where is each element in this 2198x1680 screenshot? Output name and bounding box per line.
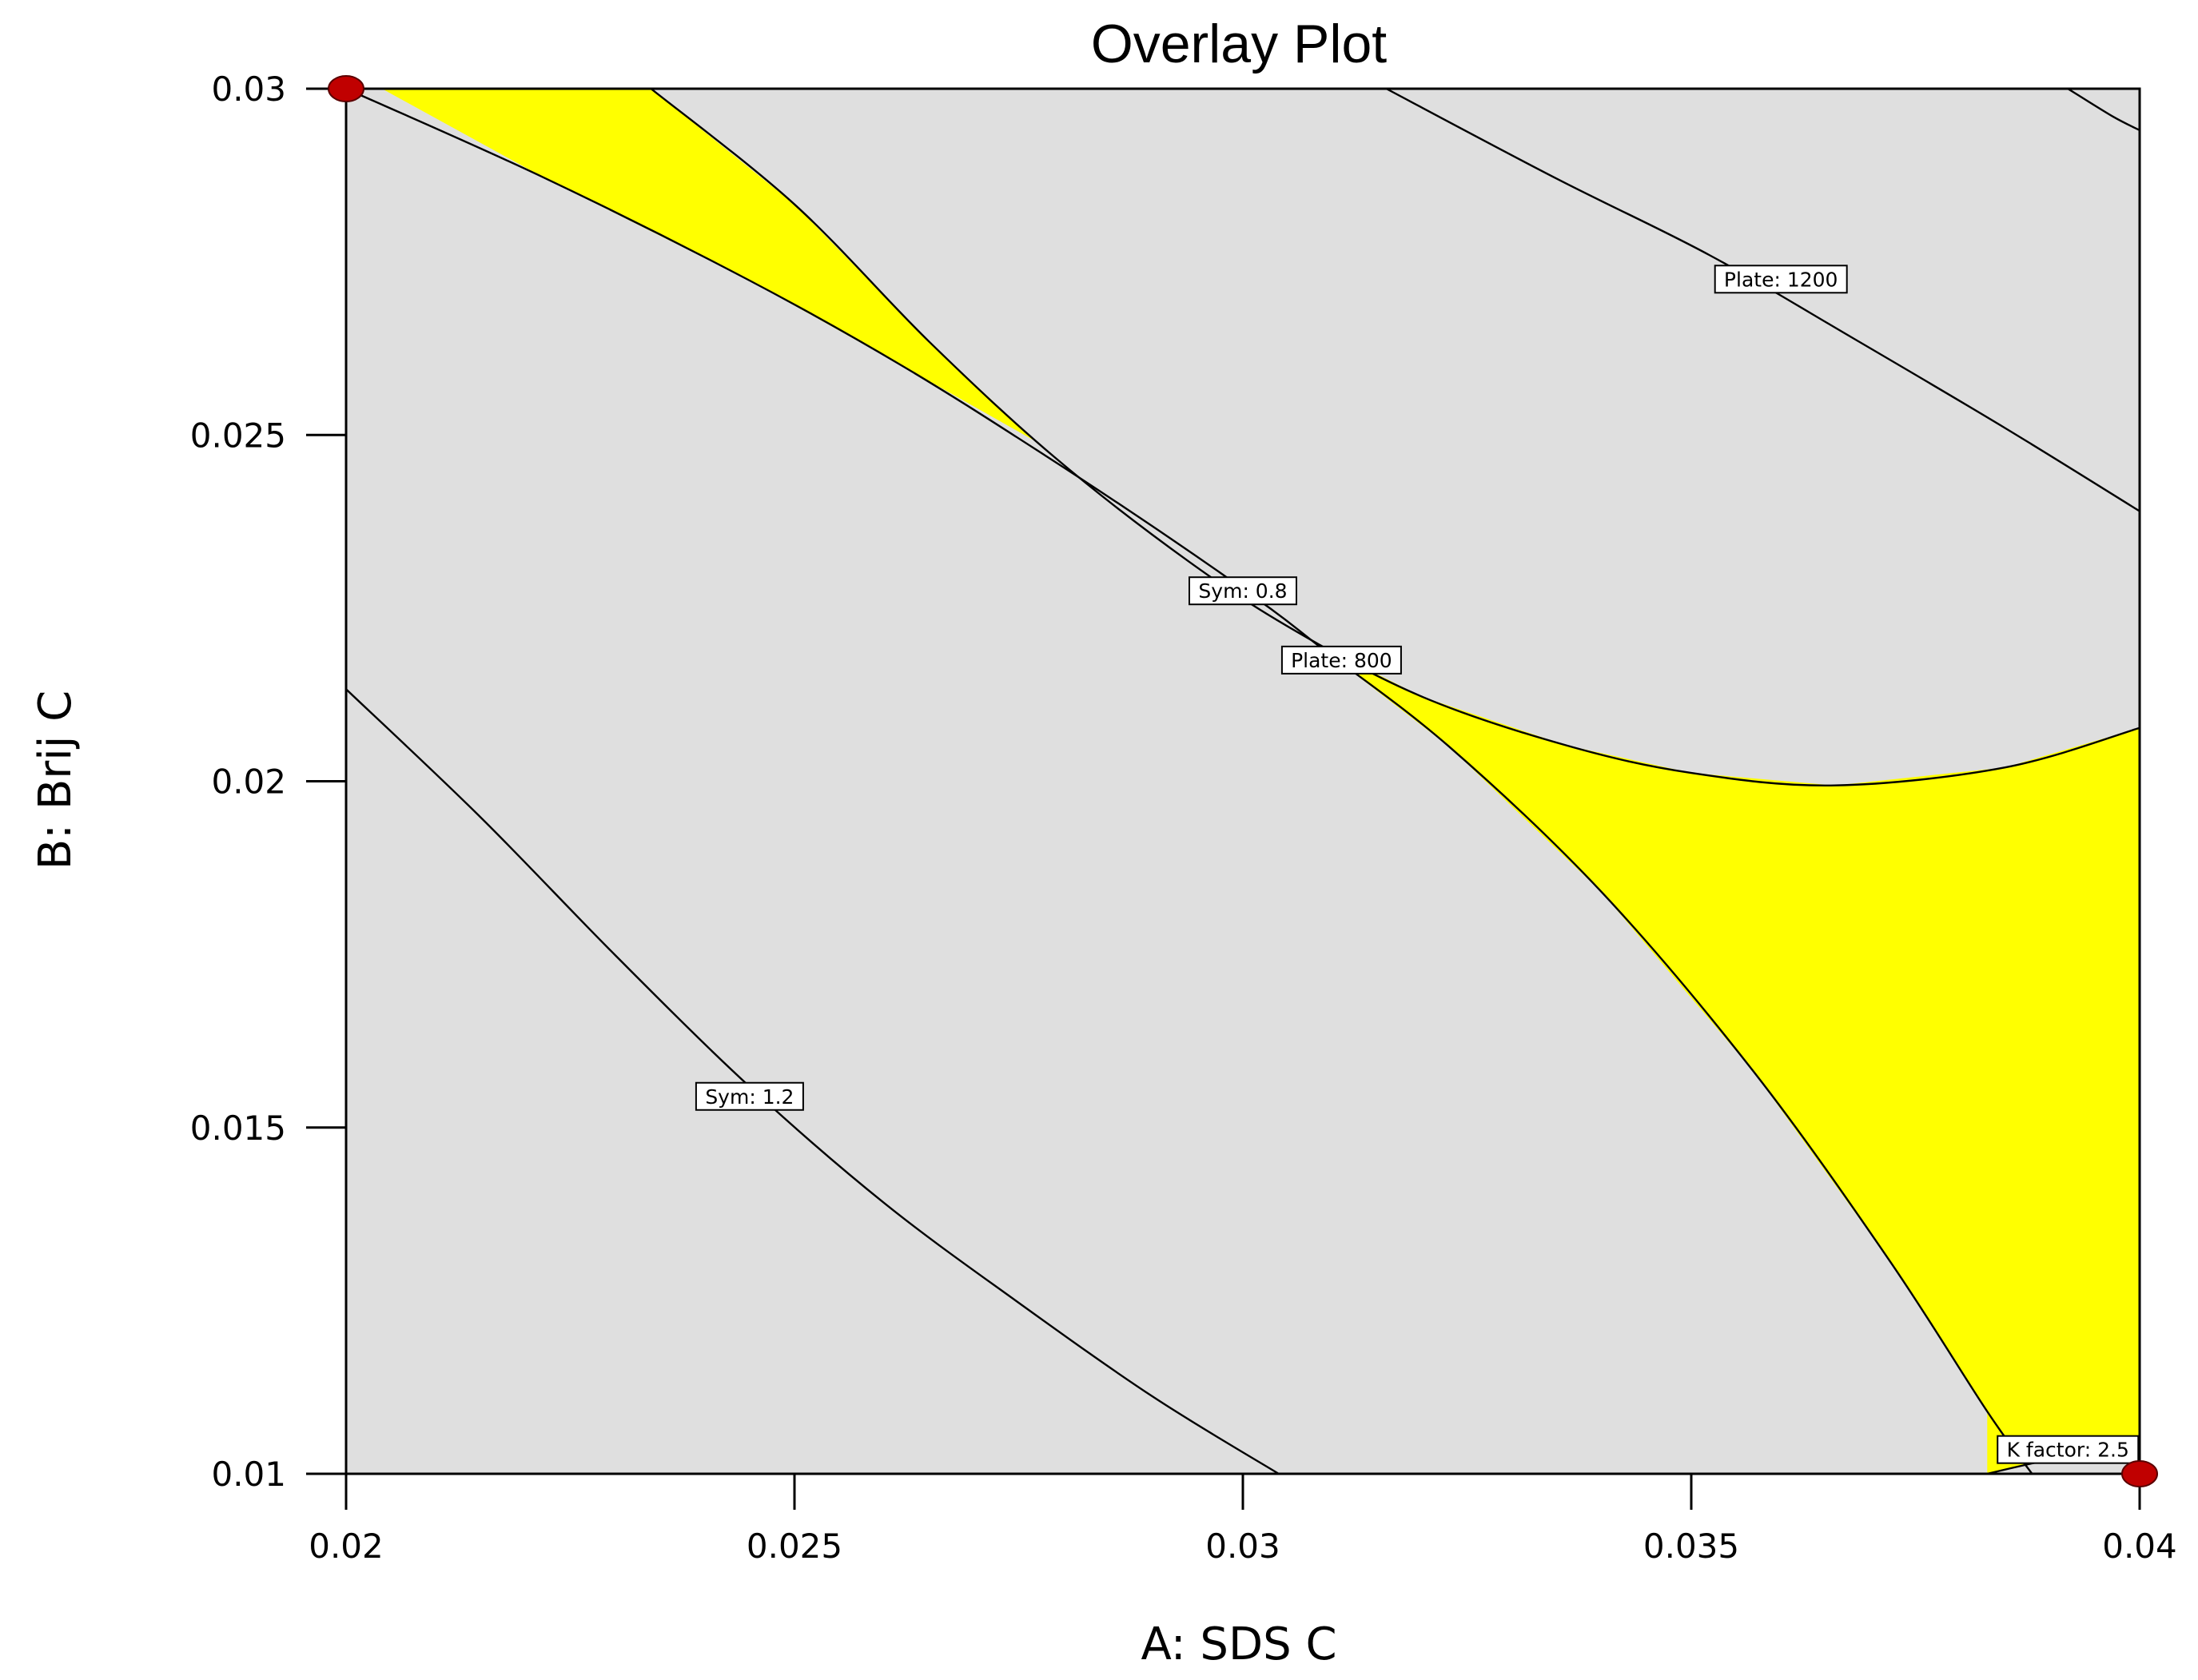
contour-label: Sym: 0.8 <box>1189 576 1297 606</box>
contour-line-sym-1-2-4 <box>346 688 1280 1474</box>
contour-label: K factor: 2.5 <box>1997 1435 2140 1464</box>
y-tick-label: 0.03 <box>211 70 286 109</box>
contour-label-text: Sym: 0.8 <box>1198 579 1287 603</box>
x-tick-label: 0.025 <box>747 1527 842 1566</box>
contour-line-sym-0-8-2 <box>346 89 2033 1474</box>
contour-label: Sym: 1.2 <box>695 1081 804 1111</box>
x-tick-label: 0.03 <box>1205 1527 1280 1566</box>
y-tick-label: 0.02 <box>211 762 286 802</box>
contour-label-box <box>1714 265 1848 294</box>
contour-line-plate-1200-1 <box>2067 89 2140 132</box>
chart-title: Overlay Plot <box>1091 14 1387 74</box>
x-tick-label: 0.02 <box>309 1527 384 1566</box>
y-tick-label: 0.015 <box>190 1109 286 1148</box>
x-tick-label: 0.035 <box>1643 1527 1739 1566</box>
contour-label-box <box>1997 1435 2140 1464</box>
plot-background <box>346 89 2140 1474</box>
design-point <box>2121 1460 2158 1487</box>
plot-area: 0.02 0.025 0.03 0.035 0.04 0.01 0.015 0.02 0.025… <box>190 70 2177 1566</box>
contour-label-text: Plate: 1200 <box>1724 268 1838 291</box>
contour-label-text: K factor: 2.5 <box>2007 1439 2129 1462</box>
x-tick-label: 0.04 <box>2102 1527 2177 1566</box>
contour-label-box <box>1189 576 1297 606</box>
contour-label-text: Sym: 1.2 <box>705 1085 794 1109</box>
contour-label-box <box>1280 645 1402 675</box>
x-axis-label: A: SDS C <box>1141 1618 1336 1670</box>
design-point <box>328 75 364 102</box>
contour-label-box <box>695 1081 804 1111</box>
contour-label-text: Plate: 800 <box>1291 649 1392 672</box>
contour-label: Plate: 800 <box>1280 645 1402 675</box>
y-tick-label: 0.025 <box>190 416 286 455</box>
y-axis-label: B: Brij C <box>30 691 82 870</box>
contour-label: Plate: 1200 <box>1714 265 1848 294</box>
feasible-region-lower-right <box>1314 643 2140 1474</box>
y-tick-label: 0.01 <box>211 1455 286 1494</box>
feasible-region-upper-left <box>381 89 1037 442</box>
